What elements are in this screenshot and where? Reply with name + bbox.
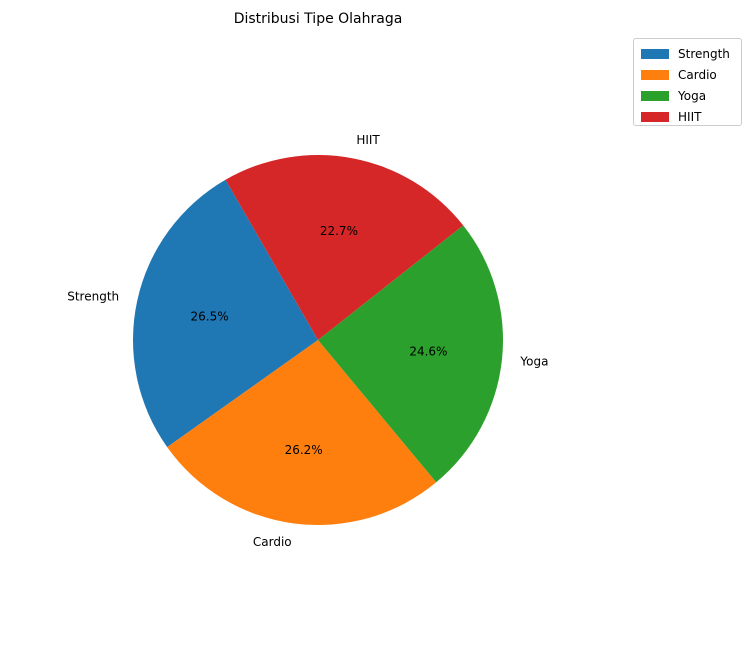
legend-item-cardio: Cardio [641, 64, 741, 85]
pie-slice-cardio [167, 340, 437, 525]
slice-pct-strength: 26.5% [190, 309, 228, 323]
slice-pct-hiit: 22.7% [320, 224, 358, 238]
chart-title: Distribusi Tipe Olahraga [234, 11, 403, 27]
legend-item-hiit: HIIT [641, 106, 741, 127]
legend-label-yoga: Yoga [678, 88, 707, 103]
slice-label-hiit: HIIT [356, 133, 380, 147]
legend-swatch-cardio [641, 69, 669, 80]
slice-pct-cardio: 26.2% [285, 443, 323, 457]
slice-label-cardio: Cardio [253, 535, 292, 549]
legend-swatch-hiit [641, 111, 669, 122]
slice-label-strength: Strength [67, 290, 119, 304]
pie-slice-yoga [318, 225, 503, 483]
slice-label-yoga: Yoga [519, 354, 548, 368]
pie-slices [132, 155, 503, 525]
pie-labels: Strength 26.5% Cardio 26.2% Yoga 24.6% HIIT 22.… [67, 133, 548, 549]
legend-item-yoga: Yoga [641, 85, 741, 106]
legend-label-hiit: HIIT [678, 109, 702, 124]
legend-label-strength: Strength [678, 46, 730, 61]
legend-item-strength: Strength [641, 43, 741, 64]
slice-pct-yoga: 24.6% [409, 345, 447, 359]
legend: Strength Cardio Yoga HIIT [633, 38, 742, 126]
pie-slice-strength [132, 179, 318, 448]
pie-slice-hiit [225, 155, 464, 340]
legend-swatch-yoga [641, 90, 669, 101]
legend-swatch-strength [641, 48, 669, 59]
legend-label-cardio: Cardio [678, 67, 717, 82]
